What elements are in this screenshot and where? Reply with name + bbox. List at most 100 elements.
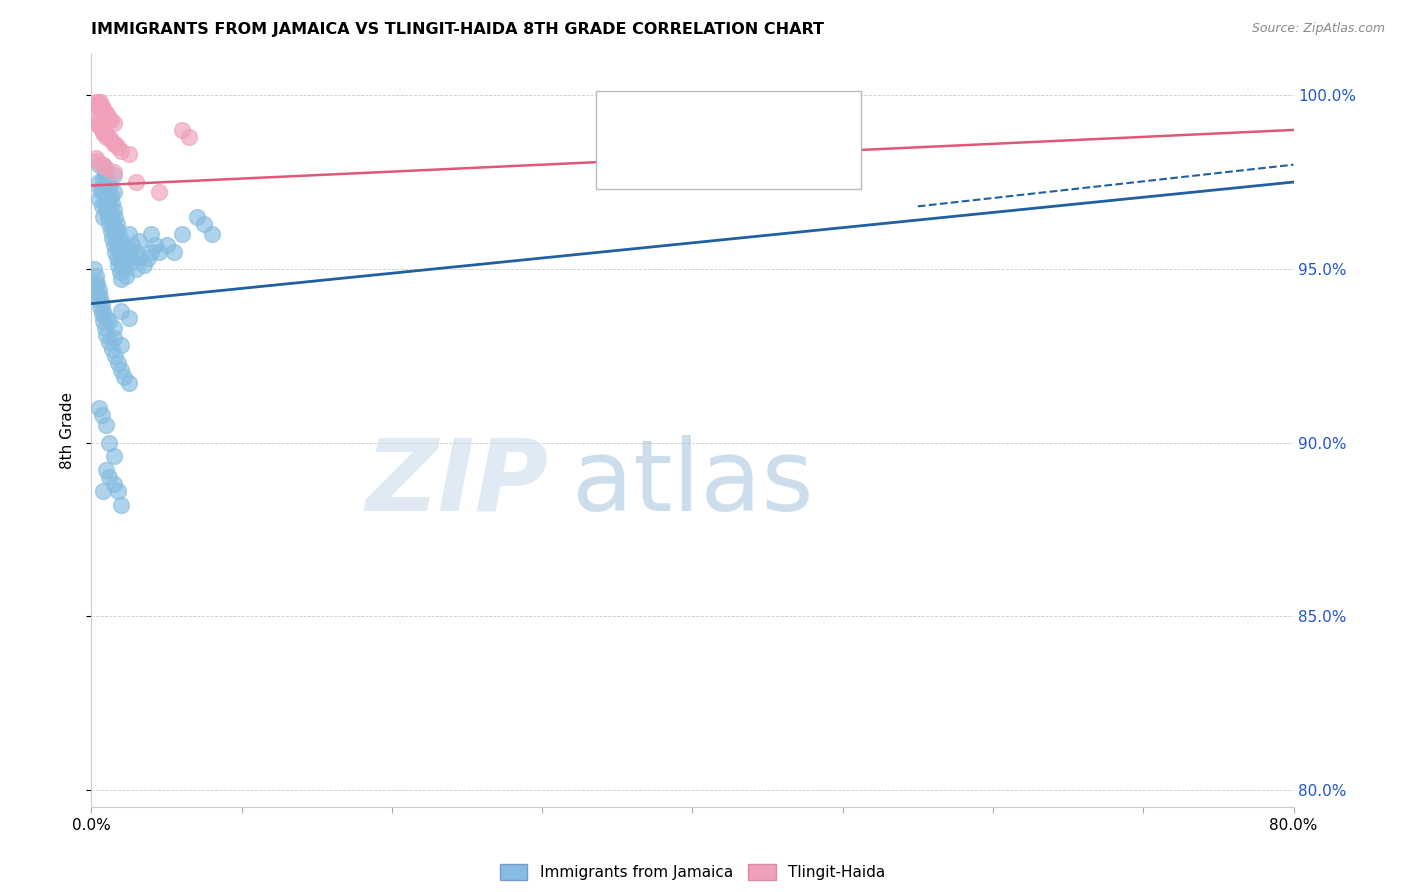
Point xyxy=(118,227,141,241)
Point xyxy=(170,123,193,137)
Point xyxy=(96,171,118,186)
Point xyxy=(110,255,132,269)
Text: N = 41: N = 41 xyxy=(763,153,825,170)
Point xyxy=(94,105,117,120)
Point xyxy=(186,210,208,224)
Point xyxy=(96,202,118,217)
Point xyxy=(87,193,110,207)
Point xyxy=(115,268,138,283)
Point xyxy=(97,193,120,207)
Point xyxy=(111,255,134,269)
Point xyxy=(107,224,129,238)
Point xyxy=(118,376,141,391)
Point xyxy=(104,349,127,363)
Point xyxy=(87,283,110,297)
Point xyxy=(114,244,136,259)
Point xyxy=(132,259,155,273)
Point xyxy=(103,202,125,217)
Point xyxy=(107,259,129,273)
Point xyxy=(87,158,110,172)
Point xyxy=(101,230,124,244)
Point xyxy=(100,133,122,147)
Point xyxy=(84,151,107,165)
Point xyxy=(87,98,110,112)
Text: R = 0.196: R = 0.196 xyxy=(654,153,745,170)
Point xyxy=(98,470,121,484)
Point xyxy=(108,248,131,262)
Point xyxy=(94,195,117,210)
Point xyxy=(89,120,111,134)
Point xyxy=(107,484,129,499)
Point xyxy=(110,237,132,252)
Point xyxy=(141,227,163,241)
Point xyxy=(98,435,121,450)
Point xyxy=(90,307,112,321)
Point xyxy=(125,244,148,259)
Point xyxy=(141,244,163,259)
Point xyxy=(86,286,108,301)
Point xyxy=(98,314,121,328)
Point xyxy=(103,186,125,200)
Point xyxy=(86,276,108,290)
Point xyxy=(121,237,143,252)
Point xyxy=(108,265,131,279)
Point xyxy=(90,296,112,310)
Point xyxy=(143,237,166,252)
Point xyxy=(90,186,112,200)
Point xyxy=(104,244,127,259)
Point xyxy=(98,182,121,196)
Point xyxy=(96,463,118,477)
Point xyxy=(98,334,121,349)
Point xyxy=(84,279,107,293)
Point xyxy=(103,237,125,252)
Point xyxy=(104,136,127,151)
Point xyxy=(105,234,128,248)
Point xyxy=(93,484,115,499)
Point xyxy=(118,147,141,161)
Point xyxy=(86,98,108,112)
Point xyxy=(83,261,105,276)
Point xyxy=(93,102,115,116)
Point xyxy=(148,244,170,259)
Point xyxy=(89,300,111,314)
Point xyxy=(96,129,118,144)
Point xyxy=(103,136,125,151)
Point xyxy=(118,310,141,325)
Text: ZIP: ZIP xyxy=(366,434,548,532)
Point xyxy=(115,252,138,266)
Point xyxy=(97,175,120,189)
Point xyxy=(87,120,110,134)
Point xyxy=(110,338,132,352)
Text: Source: ZipAtlas.com: Source: ZipAtlas.com xyxy=(1251,22,1385,36)
Point xyxy=(96,105,118,120)
Point xyxy=(121,255,143,269)
Point xyxy=(103,168,125,182)
Point xyxy=(96,161,118,176)
Point xyxy=(87,293,110,307)
Point xyxy=(90,123,112,137)
Point xyxy=(100,112,122,127)
Point xyxy=(107,356,129,370)
Point xyxy=(170,227,193,241)
Point xyxy=(93,303,115,318)
Point xyxy=(84,268,107,283)
Point xyxy=(103,164,125,178)
Point xyxy=(93,314,115,328)
Point xyxy=(86,154,108,169)
Point xyxy=(87,401,110,415)
Point xyxy=(101,342,124,356)
Point xyxy=(148,186,170,200)
Point xyxy=(93,105,115,120)
Point xyxy=(193,217,215,231)
Point xyxy=(108,230,131,244)
Point xyxy=(93,127,115,141)
Point xyxy=(103,331,125,345)
Point xyxy=(93,158,115,172)
Point xyxy=(90,408,112,422)
Point xyxy=(201,227,224,241)
Point xyxy=(86,116,108,130)
Point xyxy=(94,321,117,335)
Point xyxy=(97,210,120,224)
Point xyxy=(96,186,118,200)
Y-axis label: 8th Grade: 8th Grade xyxy=(59,392,75,469)
